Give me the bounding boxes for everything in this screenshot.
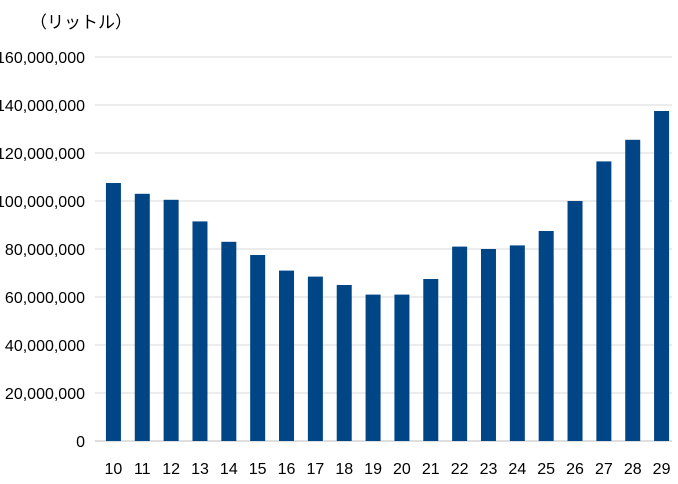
bar-29 [654,111,670,441]
y-tick-label: 20,000,000 [5,386,85,403]
bar-20 [394,294,410,441]
bar-18 [336,285,352,441]
x-tick-label: 12 [162,461,180,478]
bar-19 [365,294,381,441]
x-tick-label: 20 [393,461,411,478]
bar-16 [279,270,295,441]
bar-22 [452,246,468,441]
x-tick-label: 17 [306,461,324,478]
x-tick-label: 27 [595,461,613,478]
x-tick-label: 18 [335,461,353,478]
y-tick-label: 80,000,000 [5,242,85,259]
x-axis-ticks: 10 11 12 13 14 15 16 17 18 19 20 21 22 23 24 25 26 27 28 29 [105,461,671,478]
y-tick-label: 120,000,000 [0,146,85,163]
bar-25 [538,231,554,441]
bar-24 [509,245,525,441]
x-tick-label: 14 [220,461,238,478]
y-tick-label: 60,000,000 [5,290,85,307]
bars [105,111,670,442]
bar-17 [307,276,323,441]
x-tick-label: 11 [134,461,151,478]
x-tick-label: 16 [278,461,296,478]
bar-14 [221,241,237,441]
y-tick-label: 160,000,000 [0,50,85,67]
x-tick-label: 23 [480,461,498,478]
y-tick-label: 40,000,000 [5,338,85,355]
x-tick-label: 21 [422,461,440,478]
x-tick-label: 22 [451,461,469,478]
x-tick-label: 10 [105,461,123,478]
bar-12 [163,199,179,441]
grid-lines [95,56,672,442]
x-tick-label: 28 [624,461,642,478]
bar-15 [250,255,266,441]
bar-26 [567,201,583,441]
x-tick-label: 19 [364,461,382,478]
x-tick-label: 26 [566,461,584,478]
bar-28 [625,139,641,442]
x-tick-label: 29 [653,461,671,478]
bar-21 [423,279,439,441]
x-tick-label: 25 [537,461,555,478]
x-tick-label: 13 [191,461,209,478]
y-tick-label: 100,000,000 [0,194,85,211]
x-tick-label: 15 [249,461,267,478]
y-axis-ticks: 0 20,000,000 40,000,000 60,000,000 80,000,00… [0,50,85,451]
y-unit-label: （リットル） [30,13,132,33]
bar-23 [480,249,496,441]
bar-11 [134,193,150,441]
bar-27 [596,161,612,441]
bar-13 [192,221,208,441]
y-tick-label: 0 [76,434,85,451]
bar-10 [105,183,121,441]
x-tick-label: 24 [508,461,526,478]
y-tick-label: 140,000,000 [0,98,85,115]
